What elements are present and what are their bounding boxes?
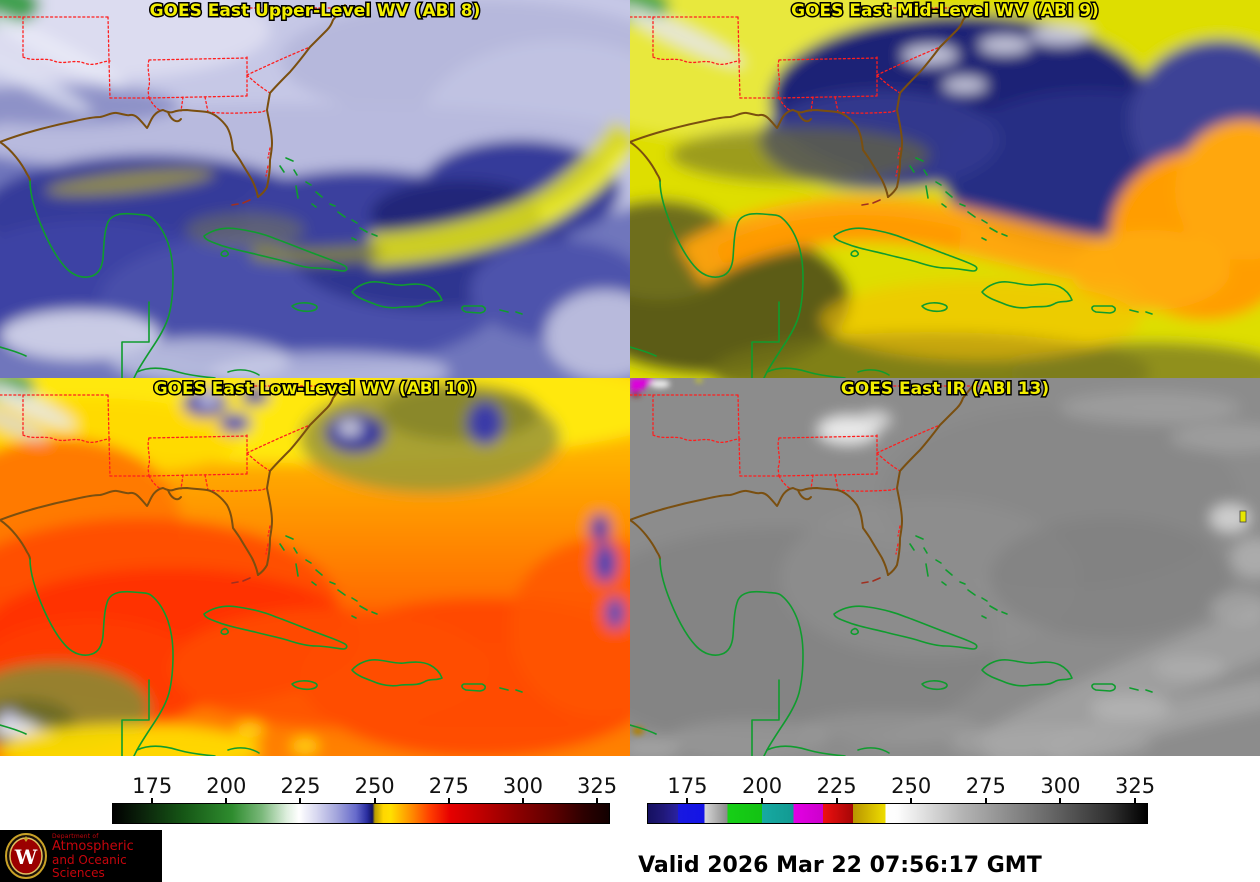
panel-title-abi8: GOES East Upper-Level WV (ABI 8)	[150, 1, 481, 21]
colorbar-tick-label: 275	[965, 774, 1006, 798]
ir-cold-pixel-marker	[1239, 510, 1247, 523]
colorbar-tick-label: 225	[280, 774, 321, 798]
colorbar-tick	[447, 798, 450, 804]
colorbar-tick-label: 225	[816, 774, 857, 798]
colorbar-tick	[596, 798, 599, 804]
colorbar-tick-label: 325	[577, 774, 618, 798]
colorbar-tick-label: 200	[741, 774, 783, 798]
colorbar-tick	[761, 798, 764, 804]
colorbar-tick-label: 250	[354, 774, 395, 798]
colorbar-tick	[835, 798, 838, 804]
logo-line2: and Oceanic Sciences	[52, 852, 127, 880]
colorbar-tick-label: 250	[891, 774, 932, 798]
svg-text:W: W	[14, 845, 38, 869]
panel-title-abi13: GOES East IR (ABI 13)	[841, 379, 1049, 399]
colorbar-tick	[151, 798, 154, 804]
colorbar-tick-label: 175	[667, 774, 708, 798]
uw-aos-logo: W Department of Atmospheric and Oceanic …	[0, 830, 162, 882]
mid-level-wv-image: GOES East Mid-Level WV (ABI 9)	[630, 0, 1260, 378]
panel-title-abi10: GOES East Low-Level WV (ABI 10)	[154, 379, 477, 399]
colorbar-tick-label: 175	[132, 774, 173, 798]
colorbar-tick	[910, 798, 913, 804]
wv-colorbar: 175 200 225 250 275 300 325	[112, 774, 617, 824]
panel-low-level-wv: GOES East Low-Level WV (ABI 10)	[0, 378, 630, 756]
colorbar-tick	[1059, 798, 1062, 804]
colorbar-tick	[686, 798, 689, 804]
logo-line1: Atmospheric	[52, 839, 134, 855]
ir-colorbar-gradient	[648, 804, 1147, 823]
wv-colorbar-gradient	[113, 804, 609, 823]
upper-level-wv-image: GOES East Upper-Level WV (ABI 8)	[0, 0, 630, 378]
colorbar-tick	[299, 798, 302, 804]
colorbar-tick	[1134, 798, 1137, 804]
colorbar-tick-label: 275	[428, 774, 469, 798]
panel-mid-level-wv: GOES East Mid-Level WV (ABI 9)	[630, 0, 1260, 378]
colorbar-tick-label: 200	[206, 774, 247, 798]
uw-crest-icon: W	[5, 833, 47, 879]
panel-upper-level-wv: GOES East Upper-Level WV (ABI 8)	[0, 0, 630, 378]
colorbar-tick-label: 300	[502, 774, 543, 798]
panel-title-abi9: GOES East Mid-Level WV (ABI 9)	[791, 1, 1099, 21]
ir-image: GOES East IR (ABI 13)	[630, 378, 1260, 756]
colorbar-tick	[225, 798, 228, 804]
colorbar-tick	[521, 798, 524, 804]
ir-colorbar: 175 200 225 250 275 300 325	[647, 774, 1155, 824]
colorbar-tick	[373, 798, 376, 804]
valid-time-label: Valid 2026 Mar 22 07:56:17 GMT	[638, 853, 1042, 878]
logo-dept-label: Department of	[52, 833, 99, 840]
panel-ir: GOES East IR (ABI 13)	[630, 378, 1260, 756]
colorbar-tick-label: 300	[1040, 774, 1081, 798]
colorbar-tick-label: 325	[1114, 774, 1156, 798]
colorbar-tick	[984, 798, 987, 804]
low-level-wv-image: GOES East Low-Level WV (ABI 10)	[0, 378, 630, 756]
